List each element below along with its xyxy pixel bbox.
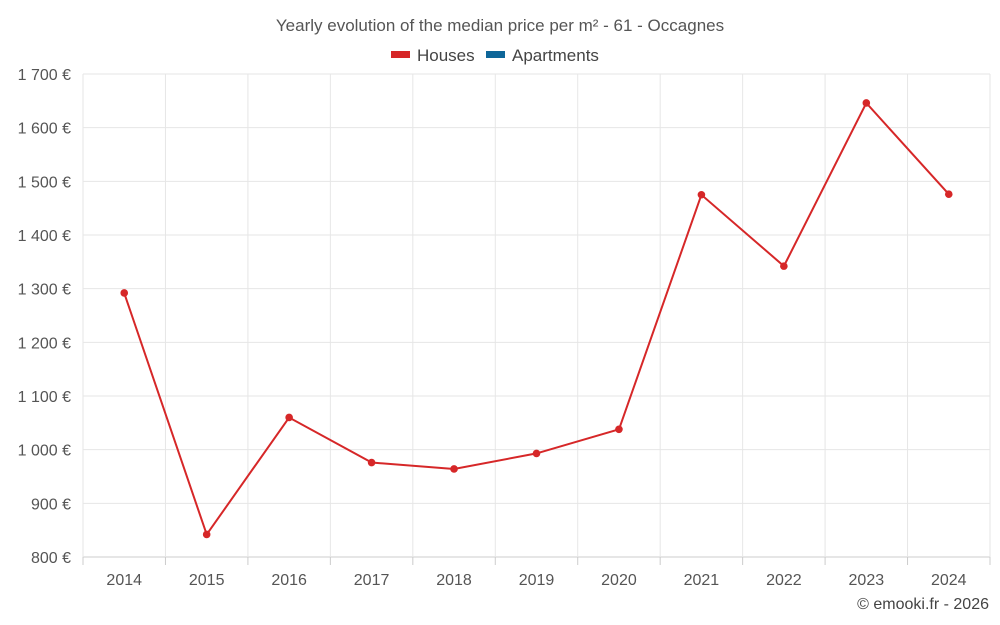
y-tick-label: 1 500 € <box>18 174 71 191</box>
y-tick-label: 1 000 € <box>18 443 71 460</box>
y-axis: 800 € 900 € 1 000 € 1 100 € 1 200 € 1 300 € 1 … <box>18 67 71 567</box>
x-tick-label: 2021 <box>684 572 720 589</box>
x-axis: 2014 2015 2016 2017 2018 2019 2020 2021 2022 2023… <box>82 557 991 589</box>
y-tick-label: 1 200 € <box>18 335 71 352</box>
legend: Houses Apartments <box>391 46 599 65</box>
x-tick-label: 2014 <box>106 572 142 589</box>
chart-title: Yearly evolution of the median price per… <box>276 16 724 35</box>
data-point-houses-2020 <box>615 425 623 434</box>
data-point-houses-2016 <box>285 413 293 422</box>
x-tick-label: 2024 <box>931 572 967 589</box>
data-point-houses-2019 <box>532 449 541 458</box>
y-tick-label: 1 100 € <box>18 389 71 406</box>
x-tick-label: 2015 <box>189 572 225 589</box>
grid <box>82 73 991 558</box>
legend-swatch <box>486 51 505 58</box>
series-layer <box>120 99 953 539</box>
data-point-houses-2021 <box>697 190 706 199</box>
data-point-houses-2015 <box>202 530 211 539</box>
x-tick-label: 2017 <box>354 572 390 589</box>
y-tick-label: 1 300 € <box>18 282 71 299</box>
legend-item-apartments: Apartments <box>486 46 599 65</box>
legend-item-houses: Houses <box>391 46 475 65</box>
y-tick-label: 1 400 € <box>18 228 71 245</box>
x-tick-label: 2020 <box>601 572 637 589</box>
x-tick-label: 2023 <box>849 572 885 589</box>
y-tick-label: 1 700 € <box>18 67 71 84</box>
x-tick-label: 2018 <box>436 572 472 589</box>
x-tick-label: 2016 <box>271 572 307 589</box>
x-tick-label: 2022 <box>766 572 802 589</box>
y-tick-label: 900 € <box>31 496 71 513</box>
data-point-houses-2024 <box>944 190 953 199</box>
y-tick-label: 800 € <box>31 550 71 567</box>
x-tick-label: 2019 <box>519 572 555 589</box>
legend-label: Houses <box>417 46 475 65</box>
data-point-houses-2023 <box>862 99 871 107</box>
data-point-houses-2022 <box>780 262 788 270</box>
legend-label: Apartments <box>512 46 599 65</box>
credit-text: © emooki.fr - 2026 <box>857 596 989 613</box>
data-point-houses-2018 <box>450 465 458 473</box>
data-point-houses-2017 <box>367 458 376 467</box>
legend-swatch <box>391 51 410 58</box>
y-tick-label: 1 600 € <box>18 121 71 138</box>
data-point-houses-2014 <box>120 289 129 297</box>
